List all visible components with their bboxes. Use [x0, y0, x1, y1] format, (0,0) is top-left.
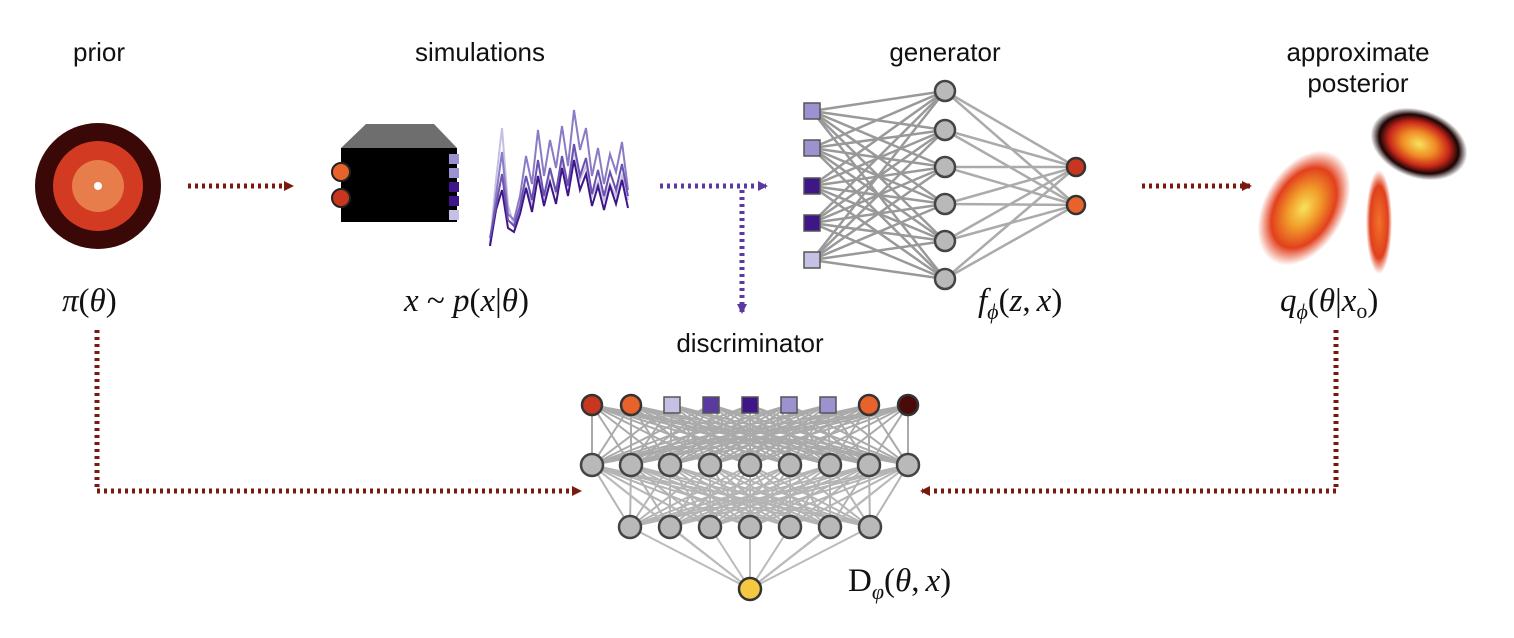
posterior-label-line2: posterior: [1307, 68, 1408, 98]
disc-hidden-node: [817, 514, 843, 540]
generator-label: generator: [889, 37, 1001, 67]
disc-input-node: [780, 396, 798, 414]
disc-input-node: [663, 396, 681, 414]
simulation-traces: [489, 109, 629, 247]
gen-input-node: [803, 214, 821, 232]
disc-hidden-node: [737, 514, 763, 540]
simulator-formula: x ~ p(x|θ): [403, 283, 529, 319]
disc-edge: [629, 464, 711, 528]
target-icon: [35, 123, 161, 249]
gen-input-node: [803, 139, 821, 157]
disc-hidden-node: [737, 452, 763, 478]
gen-output-node: [1065, 194, 1087, 216]
disc-edge: [749, 404, 909, 466]
generator-formula: fϕ(z, x): [978, 283, 1062, 324]
disc-edge: [591, 404, 751, 466]
disc-input-node: [857, 393, 881, 417]
disc-hidden-node: [657, 452, 683, 478]
disc-edge: [591, 404, 909, 466]
gen-input-node: [803, 102, 821, 120]
gen-hidden-node: [933, 155, 957, 179]
disc-edge: [629, 464, 671, 528]
disc-hidden-node: [817, 452, 843, 478]
disc-edge: [749, 464, 909, 528]
simulator-box-icon: [331, 124, 459, 222]
gen-input-node: [803, 251, 821, 269]
disc-edge: [591, 404, 673, 466]
discriminator-formula: Dφ(θ, x): [848, 563, 951, 604]
gen-input-node: [803, 177, 821, 195]
arrow-prior-to-disc: [94, 330, 582, 496]
disc-input-node: [896, 393, 920, 417]
disc-hidden-node: [617, 514, 643, 540]
disc-edge: [591, 404, 870, 466]
prior-formula: π(θ): [62, 283, 117, 319]
disc-hidden-node: [618, 452, 644, 478]
disc-output-node: [737, 576, 763, 602]
disc-input-node: [702, 396, 720, 414]
simulations-label: simulations: [415, 37, 545, 67]
disc-edge: [789, 404, 909, 466]
disc-hidden-node: [895, 452, 921, 478]
trace-3: [489, 159, 629, 247]
discriminator-label: discriminator: [676, 328, 824, 358]
trace-4: [489, 143, 629, 239]
gen-hidden-node: [933, 192, 957, 216]
gen-hidden-node: [933, 229, 957, 253]
disc-hidden-node: [657, 514, 683, 540]
posterior-density-icon: [1257, 107, 1468, 274]
disc-input-node: [819, 396, 837, 414]
disc-hidden-node: [856, 452, 882, 478]
disc-hidden-node: [777, 514, 803, 540]
gen-hidden-node: [933, 118, 957, 142]
disc-hidden-node: [697, 452, 723, 478]
disc-hidden-node: [697, 514, 723, 540]
posterior-formula: qϕ(θ|xo): [1280, 283, 1378, 324]
disc-edge: [629, 464, 751, 528]
disc-hidden-node: [857, 514, 883, 540]
disc-edge: [591, 404, 712, 466]
gen-output-node: [1065, 156, 1087, 178]
disc-edge: [629, 464, 831, 528]
disc-input-node: [580, 393, 604, 417]
discriminator-network: [579, 393, 921, 602]
disc-hidden-node: [579, 452, 605, 478]
generator-network: [803, 79, 1087, 291]
disc-input-node: [741, 396, 759, 414]
disc-edge: [829, 404, 909, 466]
disc-hidden-node: [777, 452, 803, 478]
posterior-label-line1: approximate: [1286, 37, 1429, 67]
disc-edge: [630, 404, 909, 466]
disc-edge: [789, 464, 909, 528]
prior-label: prior: [73, 37, 125, 67]
trace-2: [489, 109, 629, 247]
gen-hidden-node: [933, 267, 957, 291]
disc-input-node: [619, 393, 643, 417]
arrow-post-to-disc: [920, 330, 1339, 496]
gen-hidden-node: [933, 79, 957, 103]
